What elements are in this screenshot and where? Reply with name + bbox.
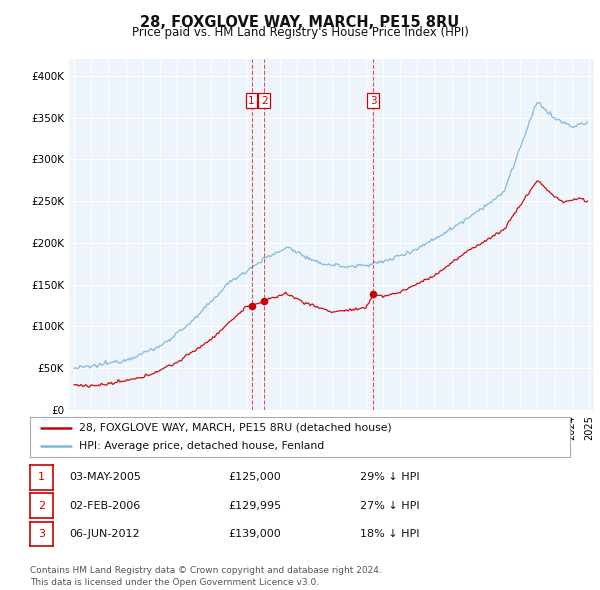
Text: Contains HM Land Registry data © Crown copyright and database right 2024.
This d: Contains HM Land Registry data © Crown c… <box>30 566 382 587</box>
Text: 27% ↓ HPI: 27% ↓ HPI <box>360 501 419 510</box>
Text: £125,000: £125,000 <box>228 473 281 482</box>
Text: 28, FOXGLOVE WAY, MARCH, PE15 8RU (detached house): 28, FOXGLOVE WAY, MARCH, PE15 8RU (detac… <box>79 423 391 433</box>
Text: 03-MAY-2005: 03-MAY-2005 <box>69 473 141 482</box>
Text: 29% ↓ HPI: 29% ↓ HPI <box>360 473 419 482</box>
Text: 18% ↓ HPI: 18% ↓ HPI <box>360 529 419 539</box>
Text: Price paid vs. HM Land Registry's House Price Index (HPI): Price paid vs. HM Land Registry's House … <box>131 26 469 39</box>
Text: 1: 1 <box>38 473 45 482</box>
Text: HPI: Average price, detached house, Fenland: HPI: Average price, detached house, Fenl… <box>79 441 324 451</box>
Text: 1: 1 <box>248 96 255 106</box>
Text: £129,995: £129,995 <box>228 501 281 510</box>
Text: 28, FOXGLOVE WAY, MARCH, PE15 8RU: 28, FOXGLOVE WAY, MARCH, PE15 8RU <box>140 15 460 30</box>
Text: 2: 2 <box>261 96 268 106</box>
Text: 3: 3 <box>370 96 377 106</box>
Text: 3: 3 <box>38 529 45 539</box>
Text: £139,000: £139,000 <box>228 529 281 539</box>
Text: 2: 2 <box>38 501 45 510</box>
Text: 06-JUN-2012: 06-JUN-2012 <box>69 529 140 539</box>
Text: 02-FEB-2006: 02-FEB-2006 <box>69 501 140 510</box>
